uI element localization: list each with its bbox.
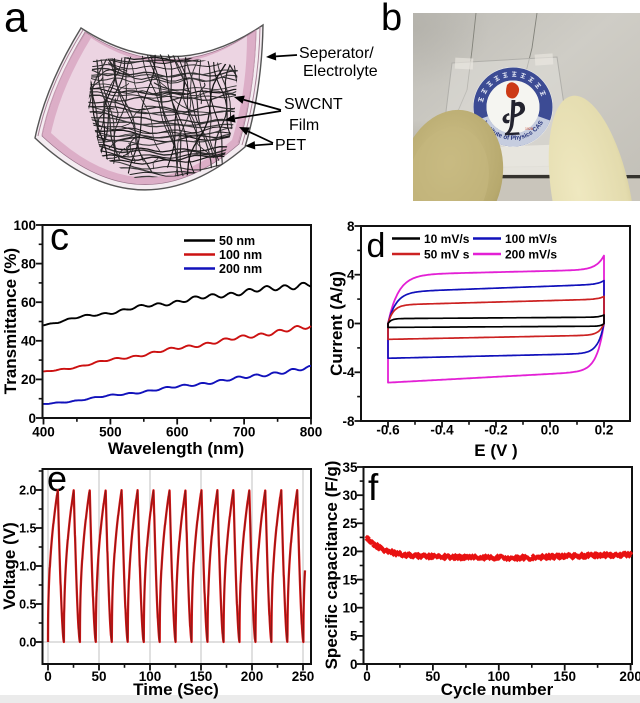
svg-text:80: 80 <box>21 256 36 271</box>
svg-text:10 mV/s: 10 mV/s <box>424 232 470 246</box>
svg-text:-0.4: -0.4 <box>430 423 454 438</box>
svg-text:0.2: 0.2 <box>595 423 614 438</box>
svg-text:-4: -4 <box>342 365 354 380</box>
svg-text:Cycle number: Cycle number <box>441 680 554 699</box>
svg-text:30: 30 <box>342 488 357 503</box>
svg-text:400: 400 <box>32 425 55 440</box>
svg-text:1928: 1928 <box>525 127 533 131</box>
svg-text:25: 25 <box>342 516 358 531</box>
svg-text:60: 60 <box>21 295 36 310</box>
svg-text:800: 800 <box>300 425 323 440</box>
svg-text:0.5: 0.5 <box>19 598 36 612</box>
svg-text:Time (Sec): Time (Sec) <box>133 680 219 699</box>
svg-text:250: 250 <box>292 669 315 684</box>
svg-text:100 nm: 100 nm <box>219 248 262 262</box>
svg-text:0: 0 <box>347 316 355 331</box>
svg-text:0: 0 <box>28 411 36 426</box>
svg-text:0.0: 0.0 <box>541 423 560 438</box>
svg-text:200: 200 <box>619 669 640 684</box>
svg-text:200 mV/s: 200 mV/s <box>505 247 557 261</box>
svg-text:Specific capacitance (F/g): Specific capacitance (F/g) <box>322 461 341 670</box>
svg-text:100: 100 <box>139 669 162 684</box>
svg-text:15: 15 <box>342 572 358 587</box>
svg-text:100 mV/s: 100 mV/s <box>505 232 557 246</box>
svg-text:1.5: 1.5 <box>19 522 36 536</box>
svg-text:0: 0 <box>350 657 358 672</box>
svg-text:40: 40 <box>21 334 36 349</box>
svg-text:20: 20 <box>342 544 357 559</box>
svg-text:Seperator/: Seperator/ <box>299 45 374 62</box>
svg-text:600: 600 <box>166 425 189 440</box>
svg-text:a: a <box>4 0 28 41</box>
svg-text:Electrolyte: Electrolyte <box>303 63 378 80</box>
svg-text:100: 100 <box>488 669 511 684</box>
svg-text:-0.2: -0.2 <box>484 423 507 438</box>
svg-text:E (V ): E (V ) <box>474 441 517 460</box>
svg-text:b: b <box>381 0 402 39</box>
svg-text:0: 0 <box>363 669 371 684</box>
svg-text:0: 0 <box>44 669 52 684</box>
svg-text:c: c <box>50 217 69 259</box>
svg-text:4: 4 <box>347 268 355 283</box>
svg-text:d: d <box>367 227 386 265</box>
svg-text:0.0: 0.0 <box>19 636 36 650</box>
svg-text:5: 5 <box>350 629 358 644</box>
svg-text:500: 500 <box>99 425 122 440</box>
svg-text:Film: Film <box>289 117 319 134</box>
svg-text:Current (A/g): Current (A/g) <box>327 271 346 376</box>
svg-text:100: 100 <box>13 218 36 233</box>
svg-text:e: e <box>47 458 67 499</box>
svg-text:35: 35 <box>342 460 358 475</box>
svg-text:8: 8 <box>347 219 355 234</box>
svg-text:Transmittance (%): Transmittance (%) <box>1 248 20 394</box>
svg-text:50 nm: 50 nm <box>219 234 255 248</box>
svg-text:SWCNT: SWCNT <box>284 96 343 113</box>
svg-text:200 nm: 200 nm <box>219 262 262 276</box>
svg-text:Voltage (V): Voltage (V) <box>0 522 19 610</box>
svg-text:10: 10 <box>342 601 357 616</box>
svg-text:200: 200 <box>241 669 264 684</box>
svg-text:50: 50 <box>425 669 440 684</box>
svg-text:150: 150 <box>190 669 213 684</box>
svg-text:PET: PET <box>275 137 306 154</box>
svg-text:f: f <box>368 467 379 508</box>
svg-text:20: 20 <box>21 372 36 387</box>
svg-text:-0.6: -0.6 <box>376 423 400 438</box>
svg-text:1.0: 1.0 <box>19 560 36 574</box>
svg-text:50: 50 <box>91 669 106 684</box>
svg-text:-8: -8 <box>342 414 354 429</box>
svg-text:Wavelength (nm): Wavelength (nm) <box>108 439 244 458</box>
svg-text:50 mV s: 50 mV s <box>424 247 470 261</box>
svg-text:2.0: 2.0 <box>19 484 36 498</box>
svg-text:150: 150 <box>553 669 576 684</box>
svg-text:700: 700 <box>233 425 256 440</box>
